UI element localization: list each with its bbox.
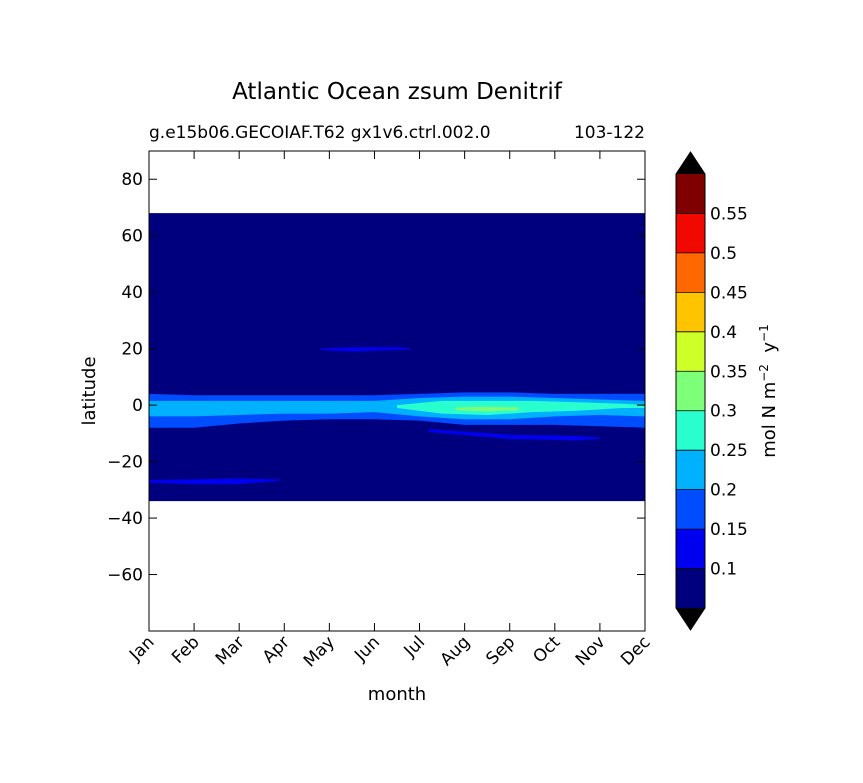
y-tick-label: 20: [121, 340, 143, 360]
x-tick-label: Dec: [617, 632, 654, 669]
colorbar-tick-label: 0.15: [710, 520, 748, 540]
colorbar-extend-max: [676, 152, 705, 174]
colorbar-tick-label: 0.2: [710, 481, 737, 501]
y-tick-label: 80: [121, 170, 143, 190]
colorbar-tick-label: 0.4: [710, 323, 737, 343]
x-tick-label: Mar: [212, 632, 249, 669]
x-tick-label: Apr: [259, 632, 294, 667]
y-tick-label: −60: [107, 566, 143, 586]
colorbar-label: mol N m−2 y−1: [757, 324, 780, 458]
colorbar-segment: [676, 213, 705, 253]
x-tick-label: Feb: [168, 632, 203, 667]
north-tropical-blob: [320, 347, 411, 352]
colorbar-outline: [675, 151, 706, 631]
colorbar-tick-label: 0.1: [710, 560, 737, 580]
y-tick-label: −20: [107, 453, 143, 473]
y-tick-label: 0: [132, 396, 143, 416]
x-tick-label: Oct: [529, 632, 564, 667]
colorbar-label-main: mol N m: [759, 382, 780, 458]
colorbar-segment: [676, 331, 705, 372]
colorbar-extend-min: [676, 608, 705, 630]
plot-frame: [148, 150, 646, 632]
plot-area: [148, 150, 646, 632]
colorbar-segment: [676, 252, 705, 293]
colorbar-tick-label: 0.3: [710, 402, 737, 422]
chart-title: Atlantic Ocean zsum Denitrif: [232, 79, 563, 105]
southern-streak: [149, 478, 280, 485]
x-tick-label: Jul: [400, 632, 429, 661]
colorbar-segment: [676, 568, 705, 608]
base-field: [149, 213, 645, 502]
x-tick-label: Nov: [572, 632, 610, 670]
x-tick-label: Aug: [437, 632, 475, 670]
colorbar-segment: [676, 410, 705, 451]
colorbar-tick-label: 0.45: [710, 283, 748, 303]
colorbar-segment: [676, 371, 705, 411]
colorbar-label-exp2: −1: [757, 324, 771, 342]
colorbar-tick-label: 0.25: [710, 441, 748, 461]
colorbar-tick-label: 0.35: [710, 362, 748, 382]
equatorial-band-peak: [455, 406, 519, 412]
colorbar-segment: [676, 529, 705, 569]
chart-subtitle-right: 103-122: [574, 123, 645, 143]
south-tropical-blob: [428, 429, 600, 441]
y-tick-label: 60: [121, 227, 143, 247]
x-axis-label: month: [368, 684, 426, 705]
y-axis-label: latitude: [79, 356, 100, 425]
colorbar-segment: [676, 174, 705, 214]
colorbar-segment: [676, 292, 705, 332]
chart-subtitle-left: g.e15b06.GECOIAF.T62 gx1v6.ctrl.002.0: [149, 123, 491, 143]
x-tick-label: Sep: [482, 632, 519, 669]
equatorial-band-core: [397, 400, 645, 415]
colorbar-tick-label: 0.5: [710, 244, 737, 264]
x-tick-label: May: [300, 632, 339, 671]
x-tick-label: Jan: [125, 632, 158, 665]
colorbar: 0.1 0.15 0.2 0.25 0.3 0.35 0.4 0.45 0.5 0.55: [675, 151, 748, 631]
y-tick-label: 40: [121, 283, 143, 303]
colorbar-label-exp1: −2: [757, 364, 771, 382]
colorbar-label-mid: y: [759, 342, 780, 364]
x-tick-label: Jun: [350, 632, 384, 666]
colorbar-tick-label: 0.55: [710, 204, 748, 224]
colorbar-segment: [676, 450, 705, 490]
y-axis: 80 60 40 20 0 −20 −40 −60: [107, 170, 645, 586]
colorbar-segment: [676, 489, 705, 530]
y-tick-label: −40: [107, 509, 143, 529]
